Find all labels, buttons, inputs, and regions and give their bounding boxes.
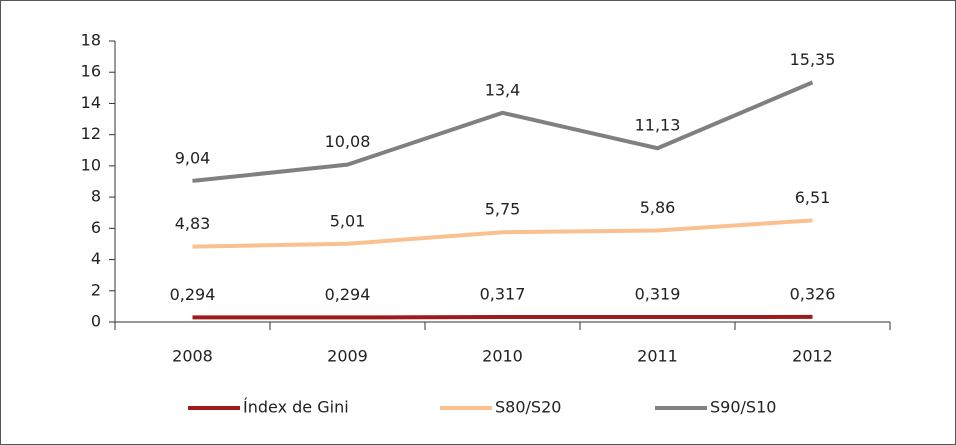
- y-tick-label: 18: [81, 31, 101, 50]
- x-tick-label: 2012: [792, 347, 833, 366]
- series-line: [192, 80, 814, 183]
- data-label: 10,08: [325, 132, 371, 151]
- data-label: 4,83: [175, 214, 211, 233]
- y-tick-label: 6: [91, 218, 101, 237]
- y-tick-label: 2: [91, 280, 101, 299]
- y-tick-label: 14: [81, 93, 101, 112]
- data-label: 0,317: [480, 285, 526, 304]
- x-tick-label: 2011: [637, 347, 678, 366]
- legend-label: Índex de Gini: [243, 398, 349, 417]
- y-tick-label: 12: [81, 124, 101, 143]
- data-label: 15,35: [790, 50, 836, 69]
- data-label: 0,294: [325, 285, 371, 304]
- y-tick-label: 4: [91, 249, 101, 268]
- data-label: 13,4: [485, 80, 521, 99]
- data-label: 5,01: [330, 211, 366, 230]
- x-tick-label: 2010: [482, 347, 523, 366]
- series-line: [192, 218, 813, 249]
- legend-label: S80/S20: [495, 398, 561, 417]
- data-label: 0,326: [790, 284, 836, 303]
- data-label: 0,319: [635, 285, 681, 304]
- y-tick-label: 10: [81, 155, 101, 174]
- data-label: 6,51: [795, 188, 831, 207]
- data-label: 5,86: [640, 198, 676, 217]
- y-tick-label: 8: [91, 187, 101, 206]
- data-label: 11,13: [635, 116, 681, 135]
- data-label: 9,04: [175, 148, 211, 167]
- x-tick-label: 2009: [327, 347, 368, 366]
- data-label: 5,75: [485, 200, 521, 219]
- y-tick-label: 16: [81, 62, 101, 81]
- x-tick-label: 2008: [172, 347, 213, 366]
- legend-label: S90/S10: [710, 398, 776, 417]
- y-tick-label: 0: [91, 312, 101, 331]
- data-label: 0,294: [170, 285, 216, 304]
